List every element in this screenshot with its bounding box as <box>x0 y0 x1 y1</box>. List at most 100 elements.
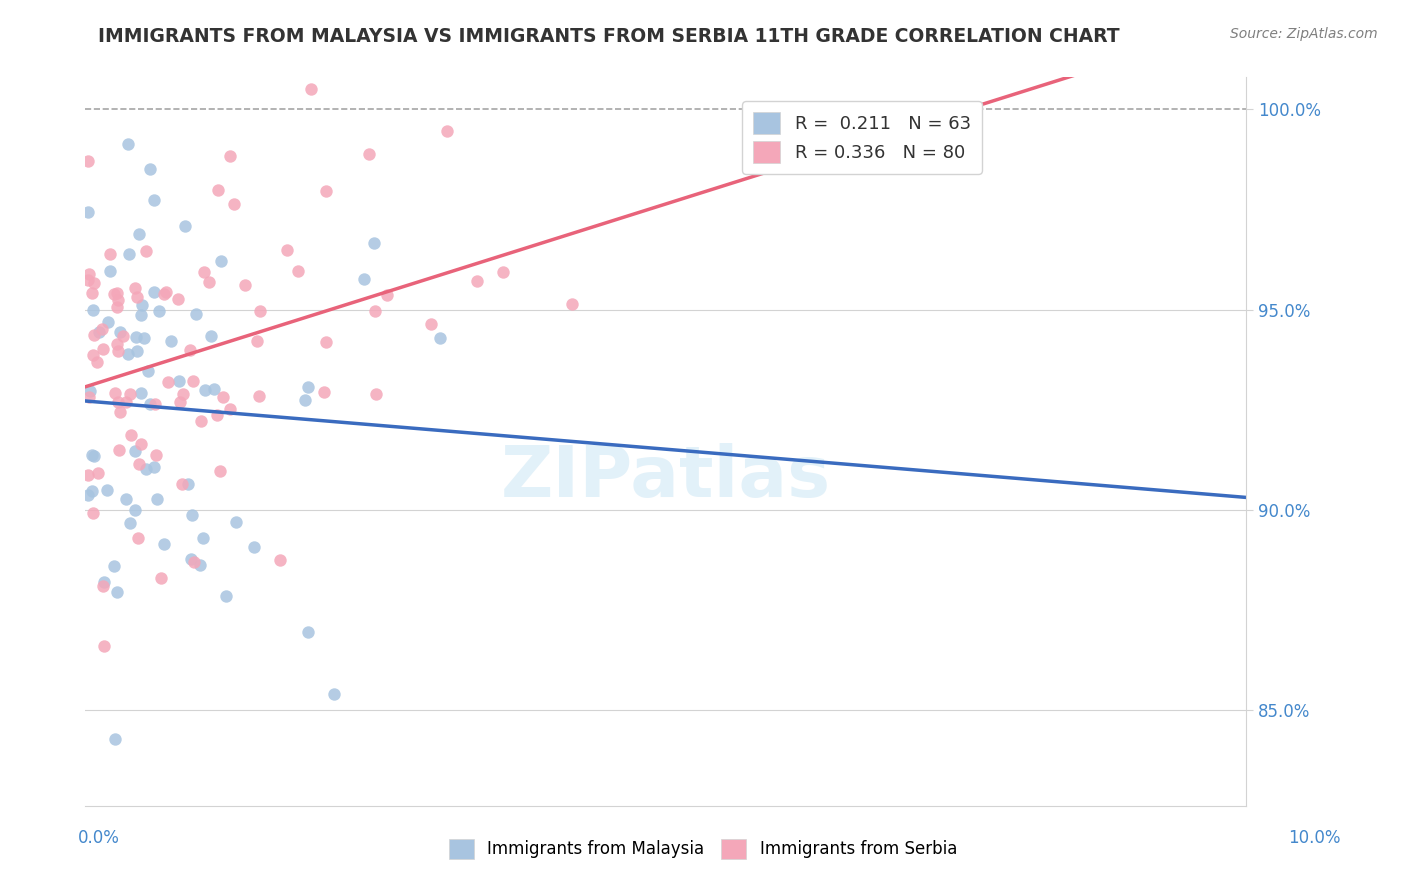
Point <box>103 287 125 301</box>
Point <box>86 355 108 369</box>
Point <box>269 553 291 567</box>
Point <box>125 290 148 304</box>
Legend: Immigrants from Malaysia, Immigrants from Serbia: Immigrants from Malaysia, Immigrants fro… <box>443 832 963 866</box>
Point <box>156 375 179 389</box>
Point <box>436 123 458 137</box>
Point <box>322 688 344 702</box>
Point <box>170 477 193 491</box>
Point <box>377 288 399 302</box>
Point <box>148 304 170 318</box>
Point <box>315 184 337 198</box>
Point <box>115 395 138 409</box>
Point <box>107 343 129 358</box>
Point <box>152 287 174 301</box>
Point <box>222 196 245 211</box>
Point <box>111 329 134 343</box>
Point <box>159 334 181 349</box>
Point <box>98 247 121 261</box>
Point <box>131 298 153 312</box>
Point <box>76 273 98 287</box>
Point <box>83 276 105 290</box>
Point <box>193 265 215 279</box>
Point <box>184 307 207 321</box>
Point <box>125 330 148 344</box>
Point <box>124 281 146 295</box>
Point <box>103 559 125 574</box>
Point <box>294 393 316 408</box>
Text: 0.0%: 0.0% <box>77 830 120 847</box>
Point <box>153 536 176 550</box>
Point <box>180 552 202 566</box>
Point <box>135 244 157 258</box>
Point <box>202 382 225 396</box>
Point <box>167 375 190 389</box>
Point <box>91 322 114 336</box>
Point <box>83 327 105 342</box>
Text: IMMIGRANTS FROM MALAYSIA VS IMMIGRANTS FROM SERBIA 11TH GRADE CORRELATION CHART: IMMIGRANTS FROM MALAYSIA VS IMMIGRANTS F… <box>98 27 1121 45</box>
Point <box>117 347 139 361</box>
Point <box>243 540 266 554</box>
Point <box>80 483 103 498</box>
Point <box>145 397 167 411</box>
Point <box>83 449 105 463</box>
Point <box>465 274 488 288</box>
Point <box>208 464 231 478</box>
Point <box>93 575 115 590</box>
Point <box>91 579 114 593</box>
Point <box>136 364 159 378</box>
Point <box>120 427 142 442</box>
Point <box>166 292 188 306</box>
Point <box>76 154 98 169</box>
Point <box>87 466 110 480</box>
Text: Source: ZipAtlas.com: Source: ZipAtlas.com <box>1230 27 1378 41</box>
Point <box>207 183 229 197</box>
Point <box>353 272 375 286</box>
Point <box>96 483 118 497</box>
Point <box>212 391 235 405</box>
Point <box>129 437 152 451</box>
Point <box>173 219 195 233</box>
Point <box>117 246 139 260</box>
Point <box>132 331 155 345</box>
Point <box>146 492 169 507</box>
Point <box>93 639 115 653</box>
Point <box>107 395 129 409</box>
Point <box>118 386 141 401</box>
Point <box>93 342 115 356</box>
Text: 10.0%: 10.0% <box>1288 830 1341 847</box>
Point <box>247 389 270 403</box>
Point <box>188 558 211 573</box>
Point <box>76 205 98 219</box>
Point <box>169 395 191 409</box>
Point <box>98 264 121 278</box>
Point <box>128 227 150 242</box>
Point <box>419 317 441 331</box>
Point <box>143 193 166 207</box>
Point <box>150 571 173 585</box>
Point <box>87 325 110 339</box>
Point <box>128 457 150 471</box>
Point <box>129 308 152 322</box>
Point <box>181 374 204 388</box>
Point <box>249 304 271 318</box>
Point <box>76 468 98 483</box>
Point <box>194 383 217 397</box>
Point <box>82 506 104 520</box>
Point <box>492 265 515 279</box>
Point <box>177 476 200 491</box>
Point <box>299 82 322 96</box>
Point <box>246 334 269 348</box>
Point <box>218 401 240 416</box>
Point <box>118 516 141 530</box>
Point <box>314 384 336 399</box>
Point <box>117 136 139 151</box>
Point <box>218 149 240 163</box>
Point <box>124 503 146 517</box>
Point <box>127 531 149 545</box>
Text: ZIPatlas: ZIPatlas <box>501 443 831 512</box>
Point <box>79 390 101 404</box>
Point <box>129 385 152 400</box>
Point <box>108 442 131 457</box>
Point <box>276 244 298 258</box>
Point <box>207 408 229 422</box>
